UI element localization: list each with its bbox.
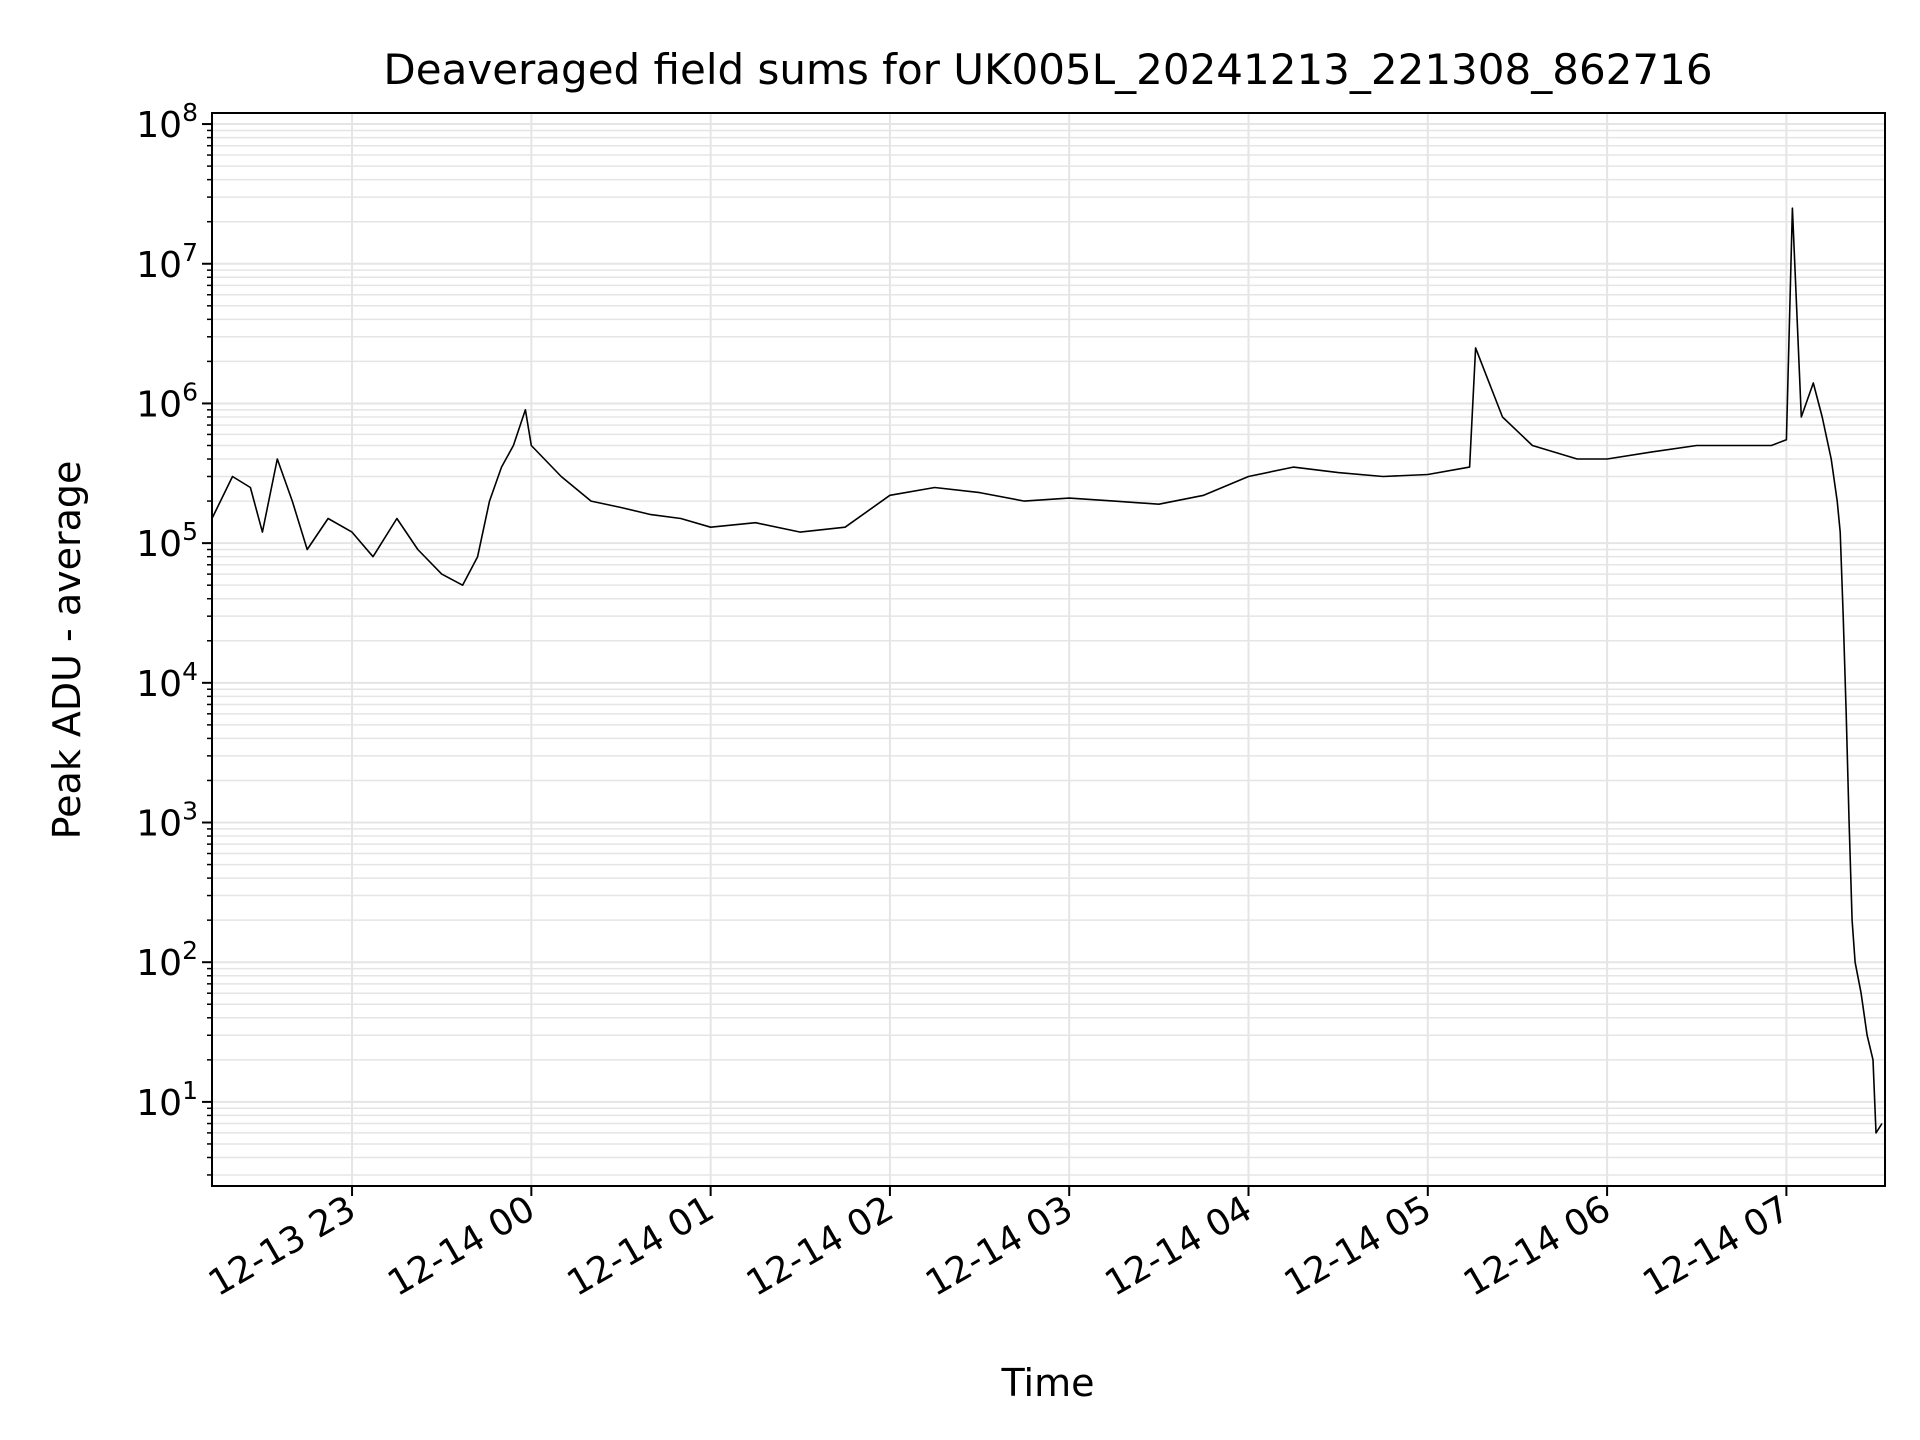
y-tick-label: 106 [136,377,198,425]
y-tick-label: 104 [136,657,198,705]
y-tick-label: 102 [136,936,198,984]
plot-frame [211,112,1886,1187]
gridlines [212,113,1885,1186]
chart-title: Deaveraged field sums for UK005L_2024121… [383,45,1712,94]
x-axis-label: Time [1001,1361,1095,1405]
series-layer [211,207,1883,1134]
y-tick-label: 101 [136,1076,198,1124]
y-tick-label: 103 [136,797,198,845]
y-tick-label: 108 [136,98,198,146]
y-tick-label: 107 [136,238,198,286]
y-axis-label: Peak ADU - average [45,461,89,840]
y-tick-label: 105 [136,517,198,565]
series-line [211,207,1883,1134]
